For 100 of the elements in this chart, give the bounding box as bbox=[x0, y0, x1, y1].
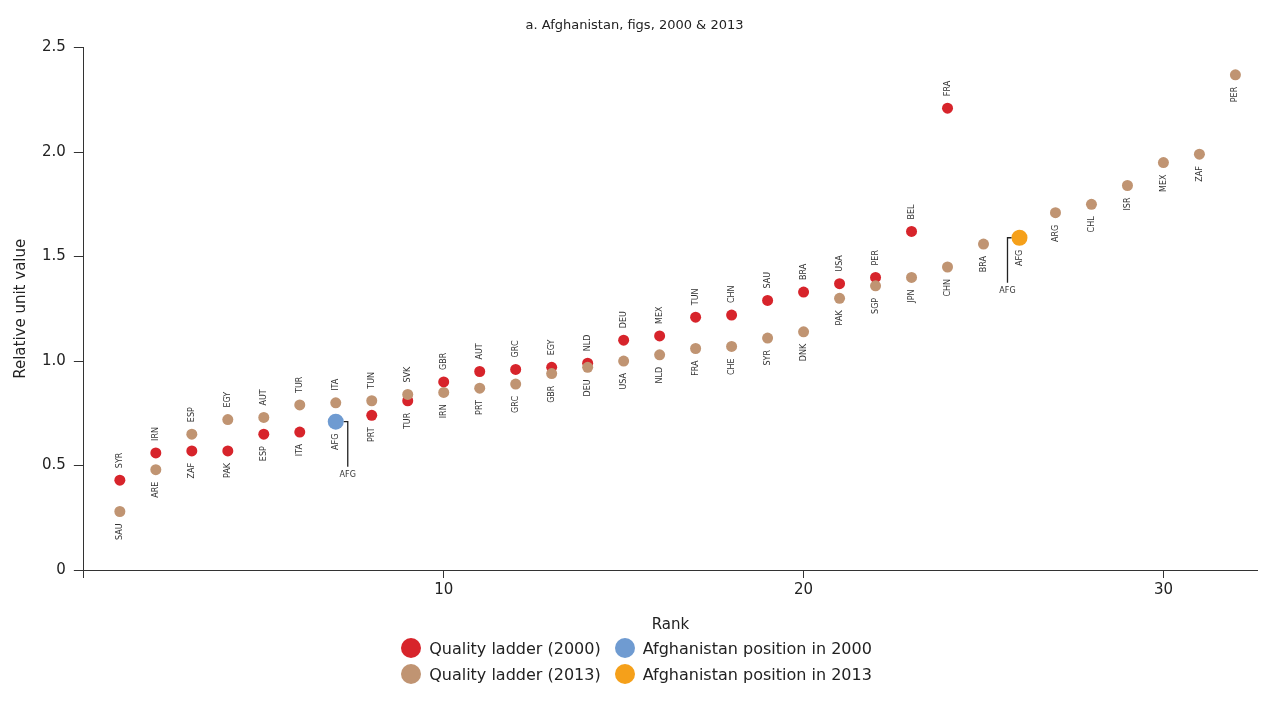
annotation: SYR bbox=[762, 349, 772, 366]
y-tick-label: 0.5 bbox=[42, 455, 66, 474]
point bbox=[366, 395, 378, 407]
point bbox=[834, 278, 846, 290]
point bbox=[222, 414, 234, 426]
point bbox=[327, 413, 344, 430]
point bbox=[474, 365, 486, 377]
point bbox=[942, 102, 954, 114]
annotation: AUT bbox=[474, 343, 484, 360]
x-tick-label: 10 bbox=[434, 579, 454, 598]
point bbox=[294, 399, 306, 411]
annotation: AFG bbox=[999, 285, 1016, 295]
point bbox=[510, 363, 522, 375]
y-tick-label: 2.5 bbox=[42, 37, 66, 56]
annotation: AUT bbox=[258, 389, 268, 406]
annotation: SVK bbox=[402, 365, 412, 383]
point bbox=[834, 292, 846, 304]
annotation: USA bbox=[618, 372, 628, 390]
y-tick-label: 1.0 bbox=[42, 350, 66, 369]
annotation: ZAF bbox=[1194, 165, 1204, 182]
legend-label: Afghanistan position in 2013 bbox=[642, 664, 872, 684]
annotation: TUN bbox=[690, 288, 700, 307]
annotation: ARE bbox=[150, 481, 160, 498]
point bbox=[906, 271, 918, 283]
annotation: GRC bbox=[510, 395, 520, 413]
annotation: ITA bbox=[294, 443, 304, 457]
annotation: DEU bbox=[582, 379, 592, 397]
point bbox=[978, 238, 990, 250]
annotation: AFG bbox=[330, 433, 340, 450]
annotation: EGY bbox=[546, 339, 556, 356]
point bbox=[870, 280, 882, 292]
annotation: PAK bbox=[834, 309, 844, 326]
point bbox=[618, 355, 630, 367]
annotation: CHN bbox=[726, 285, 736, 304]
point bbox=[582, 361, 594, 373]
point bbox=[1085, 198, 1097, 210]
point bbox=[1229, 69, 1241, 81]
annotation: ESP bbox=[186, 407, 196, 423]
legend-label: Quality ladder (2000) bbox=[429, 638, 601, 658]
point bbox=[402, 388, 414, 400]
annotation: SAU bbox=[762, 271, 772, 289]
annotation: MEX bbox=[654, 306, 664, 324]
point bbox=[762, 332, 774, 344]
annotation: USA bbox=[834, 254, 844, 272]
point bbox=[258, 411, 270, 423]
annotation: CHN bbox=[942, 279, 952, 297]
x-axis-title: Rank bbox=[651, 614, 690, 633]
point bbox=[114, 505, 126, 517]
annotation: SAU bbox=[114, 523, 124, 541]
point bbox=[1193, 148, 1205, 160]
y-tick-label: 1.5 bbox=[42, 246, 66, 265]
y-axis-title: Relative unit value bbox=[10, 238, 29, 379]
point bbox=[222, 445, 234, 457]
point bbox=[366, 409, 378, 421]
annotation: EGY bbox=[222, 391, 232, 408]
point bbox=[150, 464, 162, 476]
point bbox=[654, 330, 666, 342]
x-tick-label: 30 bbox=[1153, 579, 1173, 598]
annotation: ARG bbox=[1050, 224, 1060, 242]
annotation: GRC bbox=[510, 340, 520, 358]
point bbox=[1157, 157, 1169, 169]
annotation: IRN bbox=[438, 404, 448, 419]
legend-label: Afghanistan position in 2000 bbox=[642, 638, 872, 658]
annotation: PAK bbox=[222, 462, 232, 478]
point bbox=[1049, 207, 1061, 219]
annotation: AFG bbox=[1014, 249, 1024, 267]
annotation: TUR bbox=[294, 376, 304, 394]
point bbox=[546, 368, 558, 380]
annotation: FRA bbox=[690, 359, 700, 376]
annotation: ESP bbox=[258, 446, 268, 462]
annotation: GBR bbox=[546, 385, 556, 403]
point bbox=[258, 428, 270, 440]
annotation: PRT bbox=[366, 427, 376, 443]
annotation: MEX bbox=[1158, 174, 1168, 192]
annotation: NLD bbox=[654, 366, 664, 384]
point bbox=[906, 225, 918, 237]
point bbox=[1121, 180, 1133, 192]
annotation: ITA bbox=[330, 378, 340, 391]
annotation: ISR bbox=[1122, 197, 1132, 211]
point bbox=[690, 343, 702, 354]
annotation: BRA bbox=[798, 263, 808, 281]
annotation: ZAF bbox=[186, 462, 196, 479]
annotation: IRN bbox=[150, 427, 160, 441]
annotation: CHL bbox=[1086, 215, 1096, 233]
annotation: BEL bbox=[906, 203, 916, 220]
x-tick-label: 20 bbox=[794, 579, 814, 598]
annotation: SYR bbox=[114, 452, 124, 469]
point bbox=[330, 397, 342, 409]
y-tick-label: 2.0 bbox=[42, 141, 66, 160]
point bbox=[150, 447, 162, 459]
point bbox=[654, 349, 666, 361]
point bbox=[186, 428, 198, 440]
y-tick-label: 0 bbox=[56, 559, 66, 578]
point bbox=[726, 340, 738, 352]
annotation: AFG bbox=[339, 469, 356, 479]
annotation: CHE bbox=[726, 358, 736, 376]
point bbox=[798, 286, 810, 298]
point bbox=[114, 474, 126, 486]
legend-label: Quality ladder (2013) bbox=[429, 664, 601, 684]
annotation: PER bbox=[870, 249, 880, 266]
